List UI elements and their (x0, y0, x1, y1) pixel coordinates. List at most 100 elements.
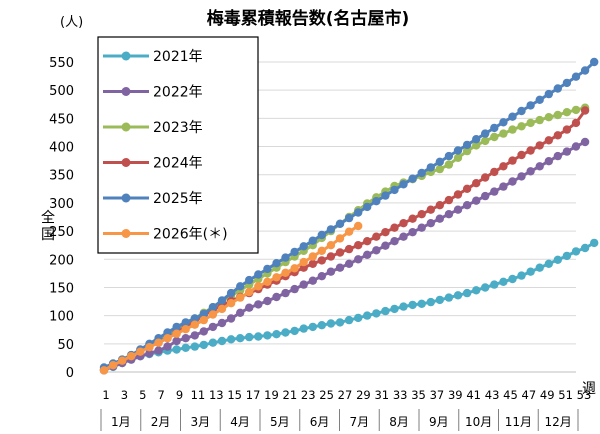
data-point (435, 295, 444, 305)
data-point (580, 66, 590, 75)
data-point (236, 293, 245, 302)
data-point (535, 141, 544, 150)
data-point (590, 57, 599, 67)
data-point (226, 335, 236, 344)
month-label: 10月 (465, 415, 492, 429)
data-point (481, 136, 490, 146)
data-point (372, 197, 381, 206)
data-point (508, 125, 517, 134)
data-point (535, 263, 544, 272)
y-axis-unit: (人) (60, 15, 83, 30)
y-tick-label: 100 (49, 310, 74, 325)
side-label: 全国 (41, 209, 55, 243)
legend-label: 2024年 (153, 156, 203, 172)
data-point (535, 115, 544, 125)
data-point (499, 118, 508, 127)
data-point (236, 334, 245, 343)
month-label: 9月 (429, 415, 449, 429)
month-label: 12月 (544, 415, 571, 429)
legend-swatch-marker (121, 229, 131, 238)
y-tick-label: 300 (49, 197, 74, 212)
x-tick-label: 1 (102, 388, 109, 402)
x-tick-label: 53 (577, 388, 592, 402)
data-point (571, 105, 581, 115)
legend: 2021年 2022年 2023年 2024年 2025年 2026年(＊) (97, 36, 259, 254)
x-tick-label: 37 (430, 388, 445, 402)
x-tick-label: 13 (209, 388, 224, 402)
data-point (163, 334, 172, 343)
data-point (281, 288, 290, 298)
data-point (317, 321, 326, 330)
data-point (272, 292, 281, 302)
data-point (408, 214, 417, 223)
data-point (154, 346, 163, 355)
data-point (571, 247, 581, 256)
legend-swatch-marker (121, 87, 131, 96)
data-point (281, 328, 290, 337)
x-tick-label: 43 (485, 388, 500, 402)
data-point (444, 195, 454, 205)
x-tick-label: 31 (374, 388, 389, 402)
data-point (326, 225, 336, 234)
data-point (290, 284, 299, 294)
data-point (508, 177, 517, 186)
data-point (490, 132, 499, 142)
y-tick-label: 150 (49, 281, 74, 296)
data-point (399, 302, 408, 311)
data-point (508, 112, 517, 121)
data-point (226, 299, 236, 308)
data-point (181, 343, 190, 352)
x-tick-label: 23 (301, 388, 316, 402)
data-point (199, 315, 208, 325)
data-point (390, 223, 399, 232)
data-point (553, 110, 562, 120)
data-point (254, 300, 263, 309)
data-point (172, 336, 181, 346)
data-point (426, 297, 435, 307)
data-point (190, 314, 199, 323)
data-point (281, 268, 290, 277)
data-point (372, 246, 381, 255)
data-point (453, 146, 463, 155)
data-point (354, 255, 363, 264)
data-point (490, 167, 499, 177)
data-point (308, 259, 317, 268)
data-point (435, 157, 444, 166)
data-point (444, 293, 454, 302)
data-point (335, 234, 345, 243)
data-point (580, 106, 590, 115)
data-point (245, 332, 254, 342)
data-point (408, 300, 417, 310)
data-point (526, 167, 535, 176)
data-point (453, 153, 463, 162)
data-point (308, 276, 317, 285)
data-point (299, 242, 308, 251)
x-axis: 1 3 5 7 9 11 13 15 17 19 21 23 25 27 29 31 33 35 37 39 41 43 4… (102, 371, 592, 402)
data-point (172, 322, 181, 332)
data-point (354, 208, 363, 217)
data-point (590, 238, 599, 248)
data-point (417, 223, 426, 232)
y-tick-label: 500 (49, 84, 74, 99)
legend-label: 2026年(＊) (153, 227, 228, 243)
x-tick-label: 41 (466, 388, 481, 402)
data-point (190, 320, 199, 329)
y-tick-label: 0 (66, 366, 74, 381)
data-point (553, 255, 562, 264)
data-point (444, 151, 454, 161)
x-axis-label: 週 (582, 381, 596, 397)
data-point (462, 184, 472, 193)
data-point (526, 118, 535, 128)
data-point (363, 250, 372, 259)
x-tick-label: 45 (503, 388, 518, 402)
data-point (553, 131, 562, 140)
data-point (354, 241, 363, 250)
data-point (290, 247, 299, 257)
data-point (381, 306, 390, 316)
data-point (344, 259, 354, 268)
data-point (517, 172, 526, 181)
data-point (553, 84, 562, 93)
data-point (254, 332, 263, 341)
data-point (136, 347, 145, 356)
data-point (344, 227, 354, 236)
